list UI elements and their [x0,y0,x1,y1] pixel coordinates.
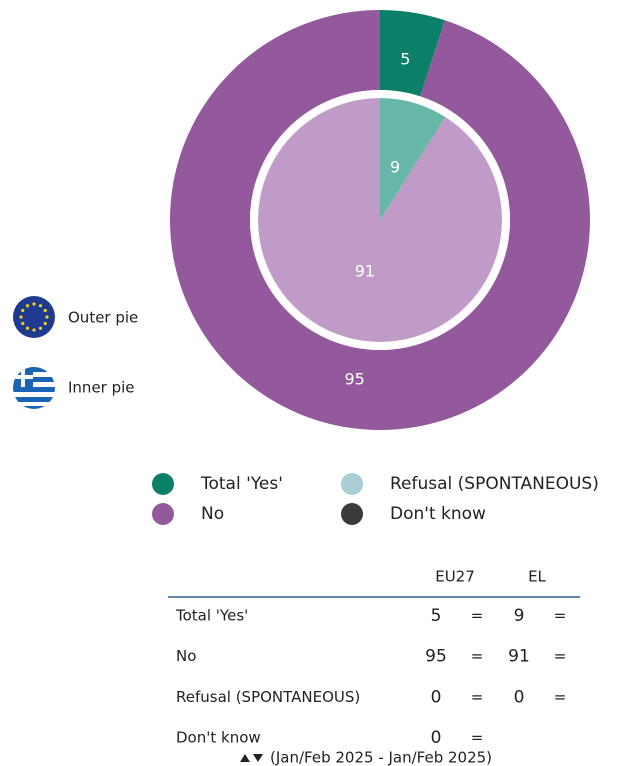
trend: = [471,729,484,747]
pie-slice [380,10,445,97]
data-label: 91 [355,261,375,280]
pie-slice [257,98,503,343]
trend: = [554,688,567,706]
star [19,315,23,319]
eu-flag [13,296,55,338]
star [45,315,49,319]
pie-slice [170,10,590,431]
ring-label: Outer pie [68,309,138,327]
data-label: 95 [344,370,364,389]
data-label: 9 [390,158,400,177]
table-value: 9 [514,606,525,626]
legend-swatch [341,473,363,495]
star [32,302,36,306]
legend-label: Refusal (SPONTANEOUS) [390,474,599,494]
star [38,304,43,308]
table-value: 91 [508,647,530,667]
legend-label: No [201,504,224,524]
trend: = [554,607,567,625]
star [21,308,25,313]
table-value: 0 [514,687,525,707]
greek-flag [13,367,55,409]
period: (Jan/Feb 2025 - Jan/Feb 2025) [270,749,492,766]
table-value: 0 [431,687,442,707]
legend-swatch [341,503,363,525]
pie-slice [380,98,446,220]
trend: = [554,647,567,665]
column-header: EL [528,568,546,586]
table-value: 0 [431,728,442,748]
star [43,321,47,326]
row-label: Don't know [176,729,261,747]
star [25,326,30,330]
star [43,308,47,313]
legend-swatch [152,473,174,495]
legend-swatch [152,503,174,525]
star [38,326,43,330]
ring-label: Inner pie [68,379,135,397]
up-arrow [240,754,250,762]
trend: = [471,688,484,706]
star [32,328,36,332]
trend: = [471,647,484,665]
down-arrow [253,754,263,762]
data-label: 5 [400,49,410,68]
row-label: No [176,647,196,665]
star [21,321,25,326]
legend-label: Total 'Yes' [200,474,283,494]
table-value: 95 [425,647,447,667]
star [25,304,30,308]
trend: = [471,607,484,625]
table-value: 5 [431,606,442,626]
row-label: Refusal (SPONTANEOUS) [176,688,360,706]
legend-label: Don't know [390,504,486,524]
inner-border [250,90,510,350]
column-header: EU27 [435,568,475,586]
row-label: Total 'Yes' [175,607,248,625]
